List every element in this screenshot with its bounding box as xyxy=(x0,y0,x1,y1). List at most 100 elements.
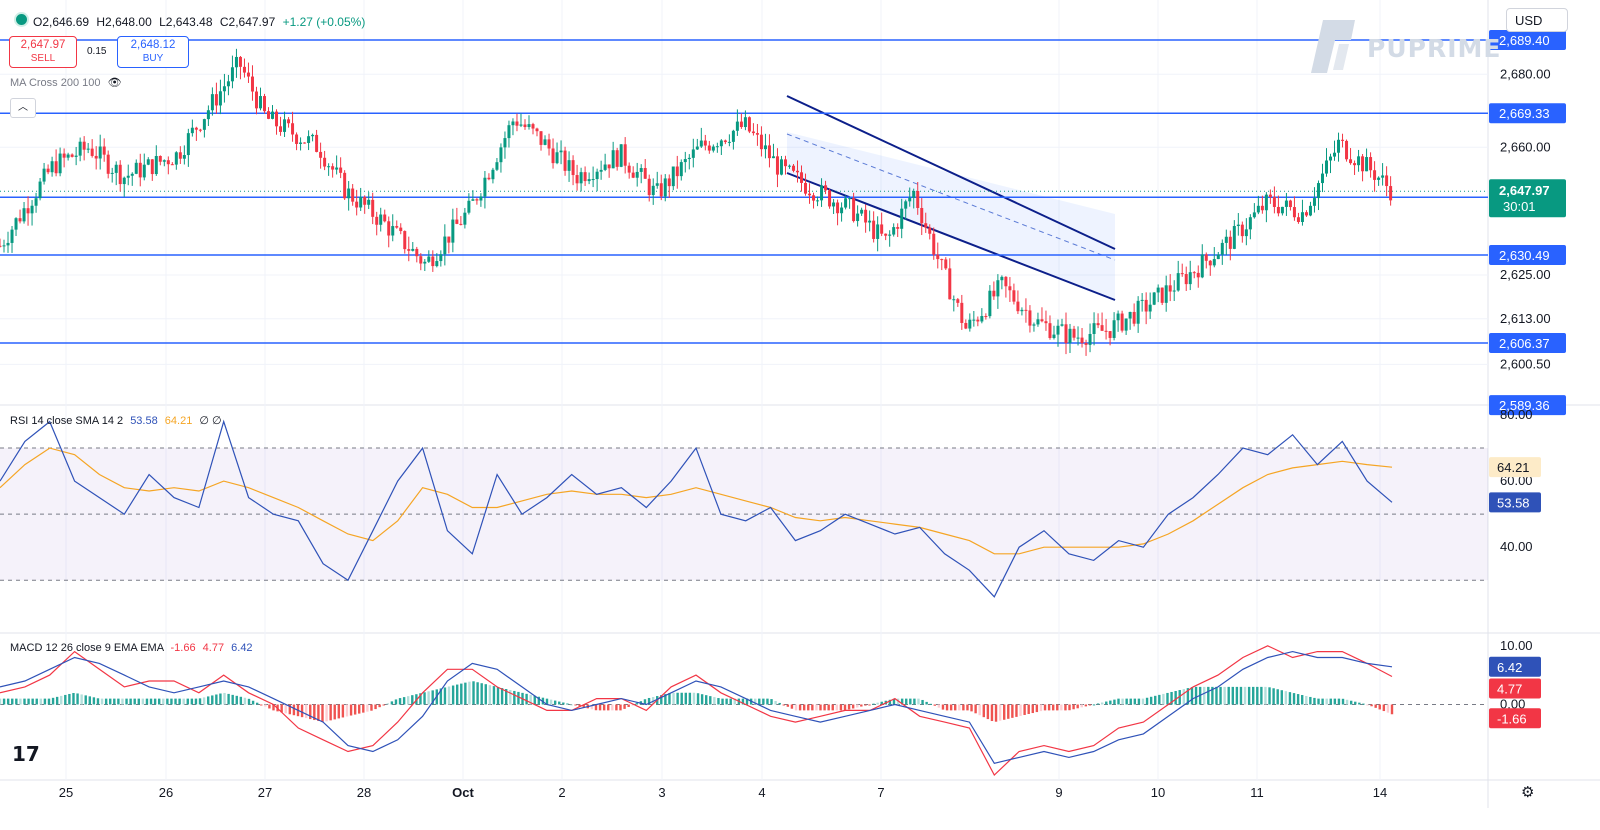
macd-histogram-bar xyxy=(182,698,185,705)
candle xyxy=(940,258,944,271)
candle xyxy=(783,155,787,175)
candle-body xyxy=(206,110,210,120)
candle-body xyxy=(1236,224,1240,227)
candle-body xyxy=(10,229,14,243)
candle-body xyxy=(503,138,507,148)
candle-body xyxy=(455,219,459,224)
candle xyxy=(1016,290,1020,315)
candle xyxy=(118,160,122,192)
macd-histogram-bar xyxy=(1072,704,1075,710)
candle xyxy=(848,197,852,209)
candle xyxy=(1088,323,1092,353)
candle-body xyxy=(555,152,559,164)
rsi-indicator-label[interactable]: RSI 14 close SMA 14 2 53.58 64.21 ∅ ∅ xyxy=(10,414,222,427)
candle-body xyxy=(679,162,683,177)
candle-body xyxy=(1100,325,1104,331)
macd-histogram-bar xyxy=(321,704,324,722)
macd-histogram-bar xyxy=(1345,699,1349,705)
macd-histogram-bar xyxy=(868,704,871,706)
candle xyxy=(110,167,114,183)
candle-body xyxy=(988,290,992,317)
candle-body xyxy=(1252,212,1256,218)
macd-histogram-bar xyxy=(933,704,937,706)
candle xyxy=(271,105,275,120)
macd-histogram-bar xyxy=(1296,694,1300,705)
tradingview-logo-icon[interactable]: 17 xyxy=(12,742,40,766)
candle-body xyxy=(884,233,888,236)
macd-histogram-bar xyxy=(398,698,402,705)
buy-button[interactable]: 2,648.12 BUY xyxy=(117,36,189,68)
candle xyxy=(1276,195,1280,217)
collapse-legend-button[interactable]: ︿ xyxy=(10,98,36,118)
macd-histogram-bar xyxy=(847,704,851,710)
candle-body xyxy=(1196,272,1200,278)
macd-histogram-bar xyxy=(623,704,626,709)
candle-body xyxy=(1112,320,1116,338)
macd-histogram-bar xyxy=(1125,698,1128,705)
candle-body xyxy=(291,123,295,135)
candle xyxy=(515,113,519,132)
candle xyxy=(1284,192,1288,216)
macd-histogram-bar xyxy=(211,695,214,705)
candle xyxy=(1116,310,1120,332)
candle xyxy=(158,155,162,166)
macd-histogram-bar xyxy=(872,703,875,705)
candle-body xyxy=(567,160,571,171)
macd-signal-tag-box xyxy=(1489,678,1541,699)
candle xyxy=(767,134,771,168)
macd-histogram-bar xyxy=(876,702,879,705)
candle xyxy=(763,133,767,159)
candle xyxy=(1104,318,1108,340)
macd-histogram-bar xyxy=(43,698,47,705)
macd-histogram-bar xyxy=(47,698,51,705)
candle xyxy=(1264,192,1268,223)
candle-body xyxy=(924,223,928,228)
candle-body xyxy=(1357,156,1361,166)
candle xyxy=(190,119,194,137)
candle xyxy=(391,214,395,242)
candle-body xyxy=(403,231,407,250)
eye-hidden-icon[interactable]: 👁 xyxy=(107,77,122,89)
candle-body xyxy=(62,153,66,158)
candle-body xyxy=(287,119,291,124)
candle xyxy=(1056,319,1060,347)
macd-histogram-bar xyxy=(1096,703,1100,705)
settings-gear-icon[interactable]: ⚙ xyxy=(1521,784,1535,801)
macd-histogram-bar xyxy=(317,704,320,722)
candle xyxy=(439,250,443,267)
macd-indicator-label[interactable]: MACD 12 26 close 9 EMA EMA -1.66 4.77 6.… xyxy=(10,642,253,654)
candle-body xyxy=(563,150,567,171)
candle-body xyxy=(1260,205,1264,211)
candle xyxy=(226,74,230,96)
candle-body xyxy=(828,190,832,207)
price-level-label: 2,689.40 xyxy=(1489,30,1566,50)
candle xyxy=(703,134,707,151)
macd-tick-label: 0.00 xyxy=(1500,697,1525,712)
candle xyxy=(1076,326,1080,346)
candle xyxy=(828,188,832,209)
candle-body xyxy=(1316,183,1320,199)
candle xyxy=(1068,323,1072,354)
candle xyxy=(2,239,6,253)
candle-body xyxy=(1168,285,1172,292)
candle xyxy=(258,87,262,111)
macd-histogram-bar xyxy=(411,695,414,705)
candle xyxy=(964,319,968,330)
price-level-label-box xyxy=(1489,333,1566,353)
candle xyxy=(908,187,912,207)
sell-button[interactable]: 2,647.97 SELL xyxy=(9,36,77,68)
candle xyxy=(1232,220,1236,250)
ma-indicator-label[interactable]: MA Cross 200 100 👁 xyxy=(10,76,122,89)
candle-body xyxy=(900,208,904,229)
macd-histogram-bar xyxy=(313,704,316,721)
macd-histogram-bar xyxy=(1370,704,1373,707)
price-tick-label: 2,680.00 xyxy=(1500,66,1551,81)
currency-selector[interactable]: USD xyxy=(1506,8,1568,32)
candle xyxy=(860,207,864,216)
ohlc-header: O2,646.69 H2,648.00 L2,643.48 C2,647.97 … xyxy=(14,12,369,29)
macd-histogram-bar xyxy=(864,704,867,706)
macd-histogram-bar xyxy=(1300,695,1304,705)
candle xyxy=(443,224,447,266)
candle xyxy=(435,253,439,268)
